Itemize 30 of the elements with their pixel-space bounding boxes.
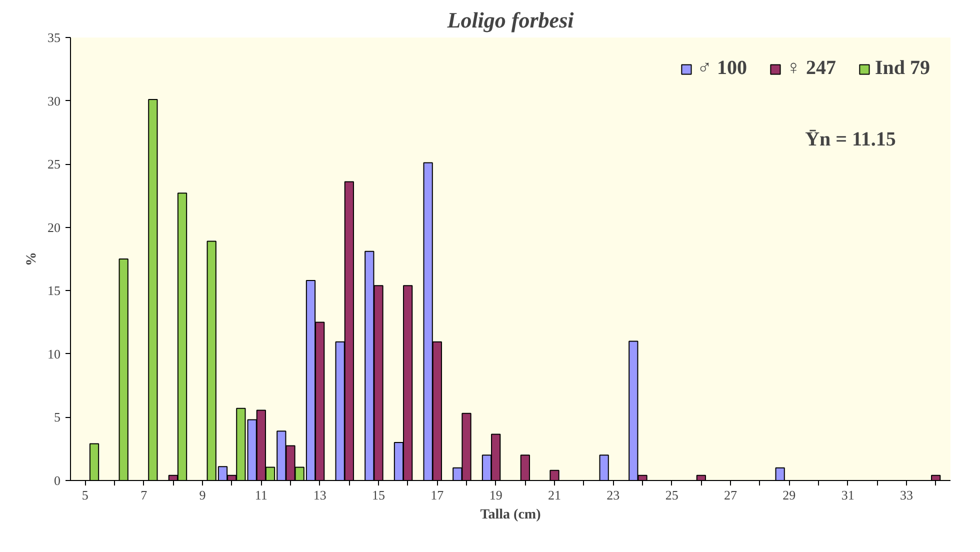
x-tick-label: 25 — [665, 488, 678, 502]
x-tick-label: 19 — [489, 488, 502, 502]
x-tick-label: 21 — [548, 488, 561, 502]
x-tick-label: 5 — [82, 488, 88, 502]
x-tick-label: 11 — [254, 488, 268, 502]
x-tick-label: 27 — [724, 488, 738, 502]
y-tick-label: 0 — [54, 473, 60, 488]
y-tick-label: 30 — [48, 93, 60, 108]
y-tick-label: 25 — [48, 156, 60, 172]
x-tick-label: 15 — [372, 488, 385, 502]
y-tick-label: 5 — [54, 410, 60, 425]
legend-label: ♂ 100 — [696, 57, 747, 80]
y-tick-label: 20 — [48, 220, 60, 235]
x-tick-label: 9 — [199, 488, 206, 502]
x-tick-label: 31 — [841, 488, 854, 502]
legend-label: ♀ 247 — [786, 57, 836, 80]
x-tick-label: 13 — [313, 488, 326, 502]
x-axis-title: Talla (cm) — [480, 508, 542, 522]
y-tick-label: 35 — [48, 30, 60, 45]
y-axis-title: % — [24, 252, 40, 266]
x-tick-label: 7 — [140, 488, 148, 502]
y-tick-label: 15 — [48, 283, 60, 298]
annotation: Ȳn = 11.15 — [805, 128, 896, 150]
x-tick-label: 17 — [430, 488, 444, 502]
chart-title: Loligo forbesi — [446, 8, 575, 32]
x-tick-label: 33 — [900, 488, 913, 502]
x-tick-label: 29 — [782, 488, 796, 502]
x-tick-label: 23 — [606, 488, 620, 502]
y-tick-label: 10 — [48, 346, 60, 362]
legend-label: Ind 79 — [874, 57, 930, 80]
